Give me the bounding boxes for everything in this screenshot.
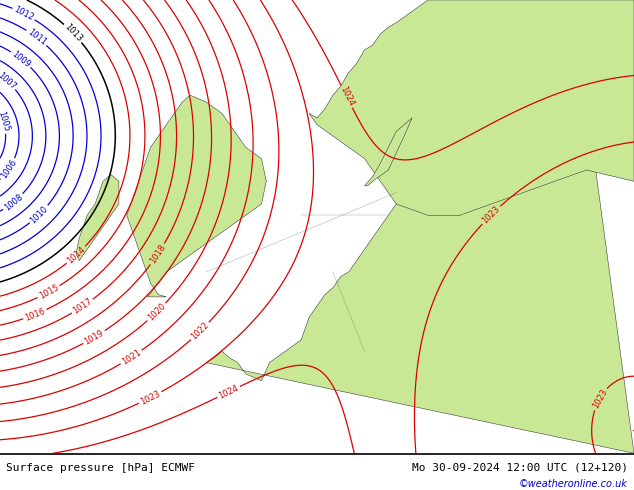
Text: 1024: 1024 xyxy=(217,383,240,400)
Text: 1013: 1013 xyxy=(62,23,84,44)
Text: ©weatheronline.co.uk: ©weatheronline.co.uk xyxy=(519,480,628,490)
Text: Mo 30-09-2024 12:00 UTC (12+120): Mo 30-09-2024 12:00 UTC (12+120) xyxy=(411,463,628,473)
Text: 1009: 1009 xyxy=(10,49,32,69)
Text: 1021: 1021 xyxy=(120,348,143,367)
Text: 1008: 1008 xyxy=(3,192,25,212)
Text: 1019: 1019 xyxy=(83,328,105,346)
Text: 1018: 1018 xyxy=(148,243,167,266)
Polygon shape xyxy=(309,0,634,215)
Polygon shape xyxy=(0,0,32,4)
Polygon shape xyxy=(127,95,266,297)
Text: 1010: 1010 xyxy=(29,204,50,225)
Polygon shape xyxy=(365,118,412,186)
Text: 1017: 1017 xyxy=(71,297,94,316)
Text: 1023: 1023 xyxy=(590,387,609,410)
Polygon shape xyxy=(76,174,119,261)
Text: 1015: 1015 xyxy=(37,283,60,301)
Text: Surface pressure [hPa] ECMWF: Surface pressure [hPa] ECMWF xyxy=(6,463,195,473)
Text: 1016: 1016 xyxy=(23,306,46,322)
Text: 1005: 1005 xyxy=(0,110,11,133)
Text: 1022: 1022 xyxy=(190,320,210,342)
Text: 1012: 1012 xyxy=(13,5,35,23)
Polygon shape xyxy=(206,102,634,453)
Text: 1006: 1006 xyxy=(0,158,18,180)
Text: 1020: 1020 xyxy=(146,301,167,322)
Text: 1007: 1007 xyxy=(0,70,17,91)
Text: 1011: 1011 xyxy=(25,27,48,48)
Text: 1023: 1023 xyxy=(139,389,162,406)
Text: 1024: 1024 xyxy=(338,85,356,108)
Text: 1023: 1023 xyxy=(481,204,501,225)
Text: 1014: 1014 xyxy=(65,245,87,266)
